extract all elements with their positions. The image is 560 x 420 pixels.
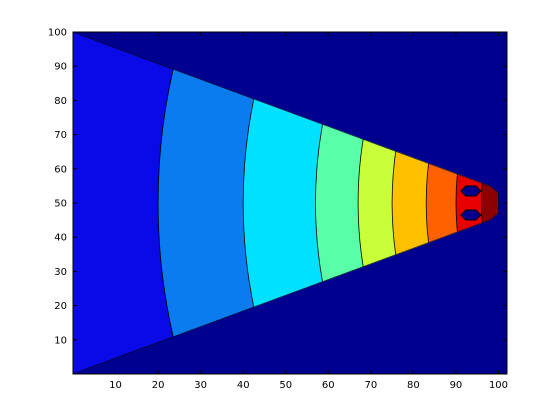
y-tick-label: 60 — [54, 164, 67, 175]
x-tick-label: 60 — [322, 380, 335, 391]
y-tick-label: 90 — [54, 62, 67, 73]
x-tick-label: 10 — [109, 380, 122, 391]
x-tick-label: 90 — [450, 380, 463, 391]
contour-hole — [460, 209, 482, 221]
contour-line — [242, 32, 499, 374]
contour-line — [315, 32, 499, 374]
contour-line — [481, 32, 499, 374]
y-tick-label: 20 — [54, 301, 67, 312]
y-tick-label: 100 — [48, 28, 67, 39]
contour-line — [157, 32, 499, 374]
x-tick-label: 70 — [364, 380, 377, 391]
x-tick-label: 50 — [279, 380, 292, 391]
y-tick-label: 10 — [54, 335, 67, 346]
x-tick-label: 20 — [152, 380, 165, 391]
contour-line — [455, 32, 499, 374]
contour-line — [425, 32, 499, 374]
domain-boundary — [73, 32, 499, 374]
contour-hole — [460, 185, 482, 197]
y-axis: 10 20 30 40 50 60 70 80 90 100 — [48, 28, 507, 346]
x-axis: 10 20 30 40 50 60 70 80 90 100 — [109, 32, 508, 391]
x-tick-label: 80 — [407, 380, 420, 391]
x-tick-label: 40 — [237, 380, 250, 391]
y-tick-label: 30 — [54, 267, 67, 278]
y-tick-label: 40 — [54, 233, 67, 244]
y-tick-label: 50 — [54, 199, 67, 210]
contour-holes — [460, 185, 482, 221]
contour-line — [357, 32, 499, 374]
y-tick-label: 80 — [54, 96, 67, 107]
x-tick-label: 100 — [489, 380, 508, 391]
y-tick-label: 70 — [54, 130, 67, 141]
contour-line — [391, 32, 499, 374]
x-tick-label: 30 — [194, 380, 207, 391]
